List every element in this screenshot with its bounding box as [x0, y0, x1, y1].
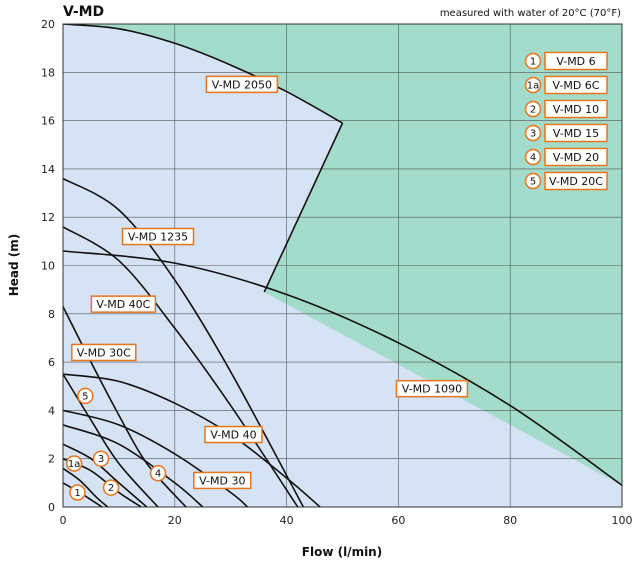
- curve-label-box: [71, 343, 137, 362]
- curve-label-box: [121, 227, 195, 246]
- curve-label: V-MD 40C: [96, 298, 150, 311]
- curve-marker-number: 5: [82, 391, 88, 402]
- legend-marker-number: 3: [530, 129, 536, 140]
- y-tick-label: 20: [41, 18, 55, 31]
- legend-label-box: [544, 99, 608, 119]
- legend-label-box: [544, 123, 608, 143]
- legend-marker-number: 5: [530, 177, 536, 188]
- curve-v-md-6c: [63, 467, 109, 507]
- x-tick-label: 80: [503, 514, 517, 527]
- x-tick-label: 100: [612, 514, 633, 527]
- legend-marker-number: 1: [530, 57, 536, 68]
- legend-label-box: [544, 51, 608, 71]
- legend-marker-circle: [524, 76, 542, 94]
- curve-v-md-1090: [63, 250, 622, 486]
- x-axis-title: Flow (l/min): [302, 545, 382, 559]
- chart-subtitle: measured with water of 20°C (70°F): [440, 8, 621, 19]
- curve-label-box: [204, 425, 263, 444]
- chart-title: V-MD: [63, 4, 104, 20]
- legend-label-box: [544, 171, 608, 191]
- curve-marker-circle: [149, 464, 167, 482]
- y-axis-title: Head (m): [7, 234, 21, 297]
- legend-marker-circle: [524, 172, 542, 190]
- curve-marker-number: 1: [74, 488, 80, 499]
- curve-v-md-30: [63, 409, 249, 507]
- legend-marker-number: 2: [530, 105, 536, 116]
- operating-area: [63, 24, 622, 507]
- curve-marker-number: 3: [98, 454, 104, 465]
- plot-frame: [62, 23, 623, 508]
- curve-v-md-6: [63, 482, 103, 507]
- y-tick-label: 2: [48, 453, 55, 466]
- legend-label: V-MD 6: [556, 55, 595, 68]
- x-tick-label: 20: [168, 514, 182, 527]
- curve-marker-circle: [65, 455, 83, 472]
- curve-label-box: [395, 379, 469, 398]
- curve-v-md-40: [63, 373, 321, 507]
- curve-v-md-1235: [63, 177, 305, 507]
- curve-label: V-MD 2050: [212, 78, 272, 91]
- curve-v-md-20c: [63, 373, 159, 507]
- legend-marker-circle: [524, 100, 542, 118]
- y-tick-label: 6: [48, 356, 55, 369]
- curve-label: V-MD 40: [210, 429, 256, 442]
- curve-v-md-20: [63, 424, 204, 507]
- legend-label-box: [544, 147, 608, 167]
- x-tick-label: 40: [280, 514, 294, 527]
- legend-label: V-MD 6C: [553, 79, 600, 92]
- curve-marker-number: 4: [155, 469, 161, 480]
- envelope-edge-line: [263, 122, 344, 293]
- curve-label-box: [205, 75, 279, 94]
- curve-marker-number: 2: [108, 483, 114, 494]
- y-tick-label: 0: [48, 501, 55, 514]
- legend-label: V-MD 10: [553, 103, 599, 116]
- y-tick-label: 18: [41, 66, 55, 79]
- curve-v-md-15: [63, 443, 148, 507]
- curve-v-md-2050: [63, 24, 343, 124]
- curve-label-box: [90, 295, 157, 313]
- x-tick-label: 0: [60, 514, 67, 527]
- legend-label: V-MD 20C: [549, 175, 603, 188]
- legend-label: V-MD 15: [553, 127, 599, 140]
- curve-marker-circle: [77, 387, 94, 405]
- curve-label: V-MD 30C: [77, 346, 131, 359]
- curve-v-md-40c: [63, 226, 299, 507]
- curve-label: V-MD 30: [199, 474, 245, 487]
- curve-label: V-MD 1090: [402, 383, 462, 396]
- curve-label: V-MD 1235: [128, 231, 188, 244]
- legend-label: V-MD 20: [553, 151, 599, 164]
- y-tick-label: 4: [48, 404, 55, 417]
- y-tick-label: 16: [41, 115, 55, 128]
- curve-marker-number: 1a: [68, 459, 81, 470]
- x-tick-label: 60: [391, 514, 405, 527]
- legend-marker-circle: [524, 124, 542, 142]
- y-tick-label: 8: [48, 308, 55, 321]
- legend-marker-number: 4: [530, 153, 536, 164]
- curve-marker-circle: [102, 479, 120, 496]
- y-tick-label: 12: [41, 211, 55, 224]
- y-tick-label: 14: [41, 163, 55, 176]
- legend-marker-circle: [524, 148, 542, 166]
- legend-label-box: [544, 75, 608, 95]
- legend-marker-circle: [524, 52, 542, 70]
- curve-marker-circle: [69, 484, 86, 501]
- curve-marker-circle: [92, 450, 110, 467]
- legend-marker-number: 1a: [527, 81, 540, 92]
- y-tick-label: 10: [41, 260, 55, 273]
- curve-label-box: [193, 471, 252, 490]
